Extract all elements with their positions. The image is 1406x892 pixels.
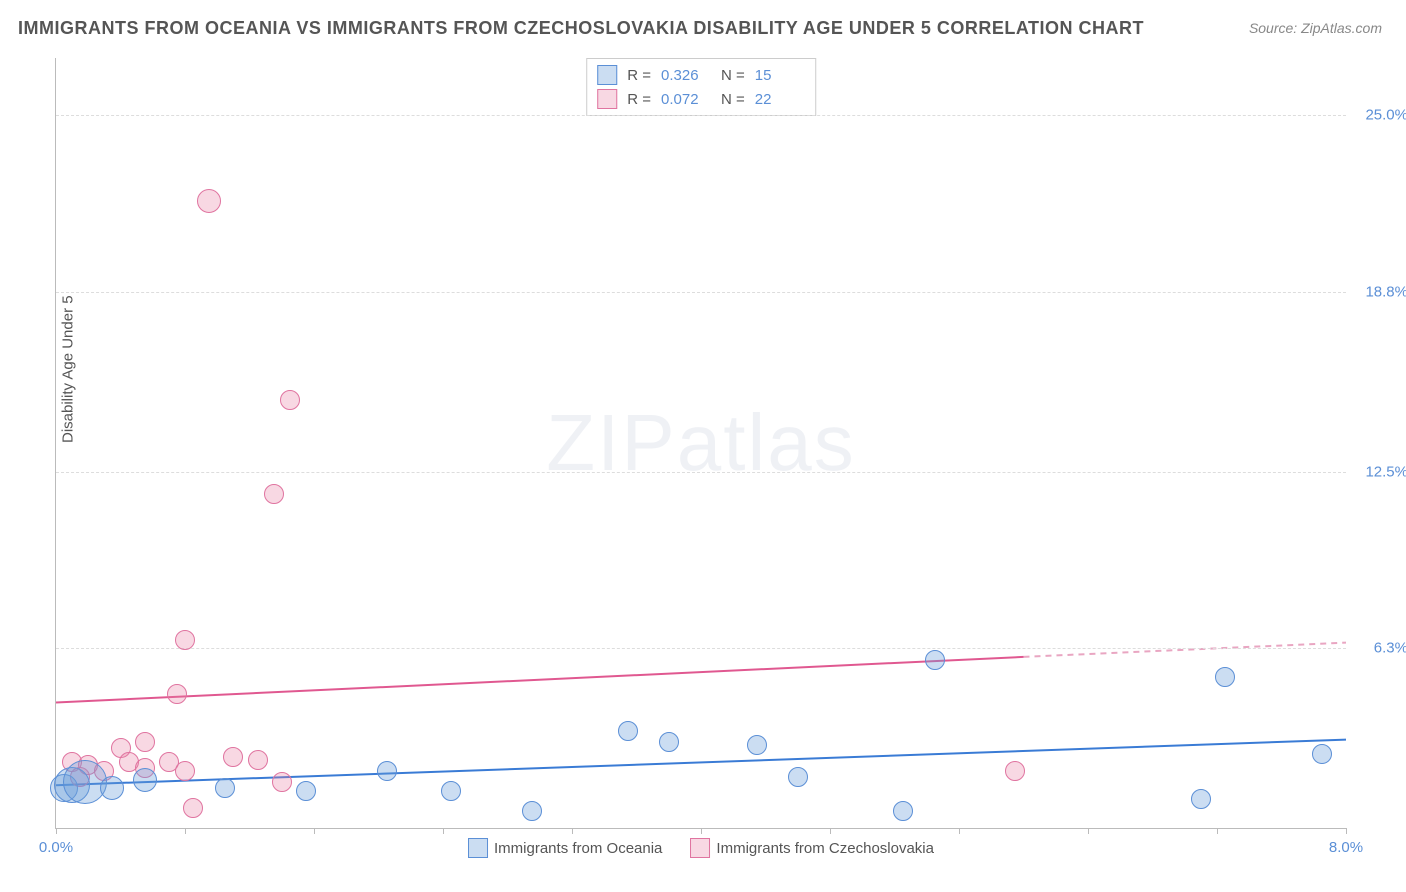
data-point-czech <box>197 189 221 213</box>
legend-n-label: N = <box>721 91 745 108</box>
legend-r-value-czech: 0.072 <box>661 91 711 108</box>
x-tick <box>959 828 960 834</box>
legend-n-label: N = <box>721 67 745 84</box>
stats-legend-row: R = 0.072 N = 22 <box>597 87 805 111</box>
y-tick-label: 12.5% <box>1353 463 1406 480</box>
series-legend-item: Immigrants from Czechoslovakia <box>690 838 934 858</box>
data-point-oceania <box>893 801 913 821</box>
legend-r-label: R = <box>627 67 651 84</box>
data-point-oceania <box>659 732 679 752</box>
legend-swatch-czech <box>597 89 617 109</box>
series-label-czech: Immigrants from Czechoslovakia <box>716 840 934 857</box>
x-tick <box>56 828 57 834</box>
data-point-oceania <box>618 721 638 741</box>
x-tick <box>701 828 702 834</box>
data-point-oceania <box>441 781 461 801</box>
x-tick <box>314 828 315 834</box>
gridline <box>56 648 1346 649</box>
gridline <box>56 292 1346 293</box>
data-point-oceania <box>788 767 808 787</box>
data-point-czech <box>183 798 203 818</box>
chart-container: IMMIGRANTS FROM OCEANIA VS IMMIGRANTS FR… <box>0 0 1406 892</box>
legend-r-label: R = <box>627 91 651 108</box>
data-point-czech <box>272 772 292 792</box>
legend-swatch-czech <box>690 838 710 858</box>
x-tick <box>572 828 573 834</box>
y-axis-label: Disability Age Under 5 <box>60 295 77 443</box>
data-point-czech <box>248 750 268 770</box>
data-point-oceania <box>1191 789 1211 809</box>
data-point-oceania <box>522 801 542 821</box>
data-point-czech <box>223 747 243 767</box>
data-point-oceania <box>1215 667 1235 687</box>
data-point-czech <box>1005 761 1025 781</box>
gridline <box>56 472 1346 473</box>
data-point-oceania <box>377 761 397 781</box>
watermark: ZIPatlas <box>546 397 855 489</box>
data-point-czech <box>175 630 195 650</box>
gridline <box>56 115 1346 116</box>
x-tick <box>830 828 831 834</box>
data-point-czech <box>264 484 284 504</box>
data-point-czech <box>280 390 300 410</box>
data-point-oceania <box>925 650 945 670</box>
data-point-oceania <box>296 781 316 801</box>
source-attribution: Source: ZipAtlas.com <box>1249 20 1382 36</box>
series-label-oceania: Immigrants from Oceania <box>494 840 662 857</box>
y-tick-label: 6.3% <box>1353 640 1406 657</box>
legend-swatch-oceania <box>468 838 488 858</box>
x-tick <box>1217 828 1218 834</box>
legend-n-value-oceania: 15 <box>755 67 805 84</box>
data-point-oceania <box>215 778 235 798</box>
x-tick <box>185 828 186 834</box>
stats-legend-row: R = 0.326 N = 15 <box>597 63 805 87</box>
stats-legend: R = 0.326 N = 15 R = 0.072 N = 22 <box>586 58 816 116</box>
chart-title: IMMIGRANTS FROM OCEANIA VS IMMIGRANTS FR… <box>18 18 1144 39</box>
data-point-czech <box>167 684 187 704</box>
legend-swatch-oceania <box>597 65 617 85</box>
watermark-bold: ZIP <box>546 398 676 487</box>
legend-r-value-oceania: 0.326 <box>661 67 711 84</box>
data-point-czech <box>175 761 195 781</box>
series-legend: Immigrants from Oceania Immigrants from … <box>468 838 934 858</box>
data-point-czech <box>135 732 155 752</box>
series-legend-item: Immigrants from Oceania <box>468 838 662 858</box>
x-tick-label: 8.0% <box>1329 839 1363 856</box>
plot-area: ZIPatlas Disability Age Under 5 R = 0.32… <box>55 58 1346 829</box>
legend-n-value-czech: 22 <box>755 91 805 108</box>
data-point-oceania <box>1312 744 1332 764</box>
data-point-oceania <box>747 735 767 755</box>
x-tick <box>1088 828 1089 834</box>
y-tick-label: 18.8% <box>1353 283 1406 300</box>
x-tick <box>443 828 444 834</box>
data-point-oceania <box>133 768 157 792</box>
x-tick <box>1346 828 1347 834</box>
x-tick-label: 0.0% <box>39 839 73 856</box>
y-tick-label: 25.0% <box>1353 107 1406 124</box>
data-point-oceania <box>100 776 124 800</box>
watermark-thin: atlas <box>677 398 856 487</box>
trend-lines <box>56 58 1346 828</box>
